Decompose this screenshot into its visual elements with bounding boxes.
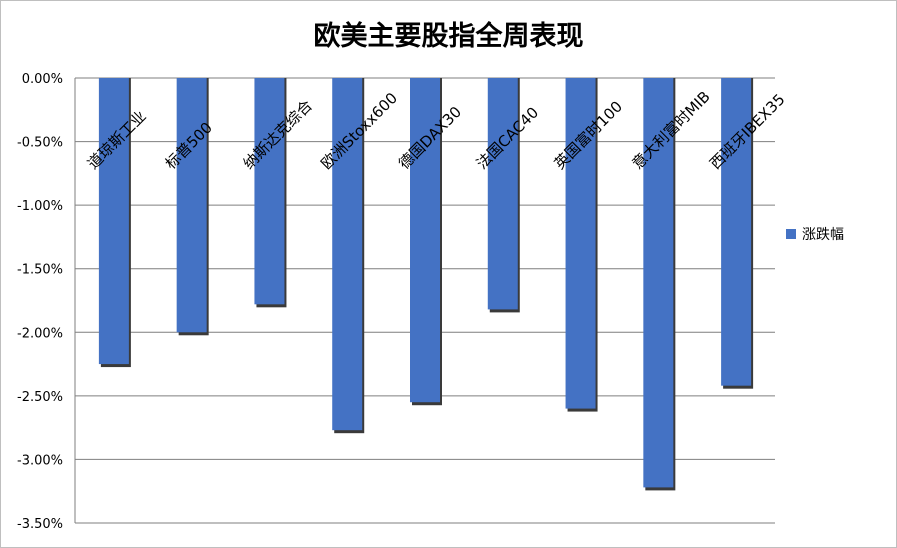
y-tick-label: -3.00% bbox=[17, 453, 63, 468]
y-tick-label: 0.00% bbox=[22, 72, 63, 87]
y-tick-label: -2.50% bbox=[17, 390, 63, 405]
bar bbox=[176, 78, 207, 333]
legend: 涨跌幅 bbox=[786, 224, 844, 244]
bar bbox=[98, 78, 129, 365]
bar bbox=[332, 78, 363, 431]
y-tick-label: -2.00% bbox=[17, 326, 63, 341]
bar bbox=[565, 78, 596, 409]
chart-title: 欧美主要股指全周表现 bbox=[313, 21, 584, 52]
y-tick-label: -1.00% bbox=[17, 199, 63, 214]
y-tick-label: -0.50% bbox=[17, 136, 63, 151]
legend-label: 涨跌幅 bbox=[802, 227, 844, 243]
bar bbox=[254, 78, 285, 305]
y-tick-label: -1.50% bbox=[17, 263, 63, 278]
y-tick-label: -3.50% bbox=[17, 517, 63, 532]
bar bbox=[643, 78, 674, 488]
bar bbox=[721, 78, 752, 386]
bar bbox=[487, 78, 518, 310]
bar bbox=[410, 78, 440, 403]
legend-swatch bbox=[786, 229, 796, 239]
